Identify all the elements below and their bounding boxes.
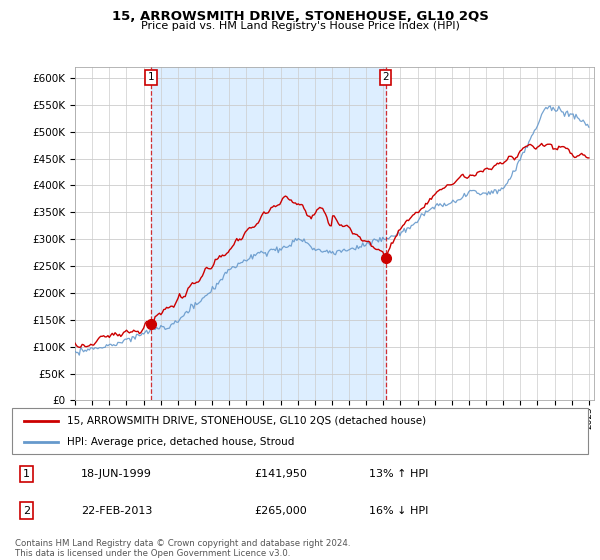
Bar: [151, 67, 386, 400]
Text: £265,000: £265,000: [254, 506, 307, 516]
Text: 16% ↓ HPI: 16% ↓ HPI: [369, 506, 428, 516]
Text: 1: 1: [148, 72, 155, 82]
Text: 22-FEB-2013: 22-FEB-2013: [81, 506, 152, 516]
Text: HPI: Average price, detached house, Stroud: HPI: Average price, detached house, Stro…: [67, 437, 294, 447]
Text: 13% ↑ HPI: 13% ↑ HPI: [369, 469, 428, 479]
Text: Price paid vs. HM Land Registry's House Price Index (HPI): Price paid vs. HM Land Registry's House …: [140, 21, 460, 31]
Text: 15, ARROWSMITH DRIVE, STONEHOUSE, GL10 2QS (detached house): 15, ARROWSMITH DRIVE, STONEHOUSE, GL10 2…: [67, 416, 426, 426]
Text: Contains HM Land Registry data © Crown copyright and database right 2024.
This d: Contains HM Land Registry data © Crown c…: [15, 539, 350, 558]
Text: 1: 1: [23, 469, 30, 479]
Text: 2: 2: [382, 72, 389, 82]
FancyBboxPatch shape: [12, 408, 588, 454]
Text: 2: 2: [23, 506, 30, 516]
Text: 15, ARROWSMITH DRIVE, STONEHOUSE, GL10 2QS: 15, ARROWSMITH DRIVE, STONEHOUSE, GL10 2…: [112, 10, 488, 23]
Text: £141,950: £141,950: [254, 469, 307, 479]
Text: 18-JUN-1999: 18-JUN-1999: [81, 469, 152, 479]
